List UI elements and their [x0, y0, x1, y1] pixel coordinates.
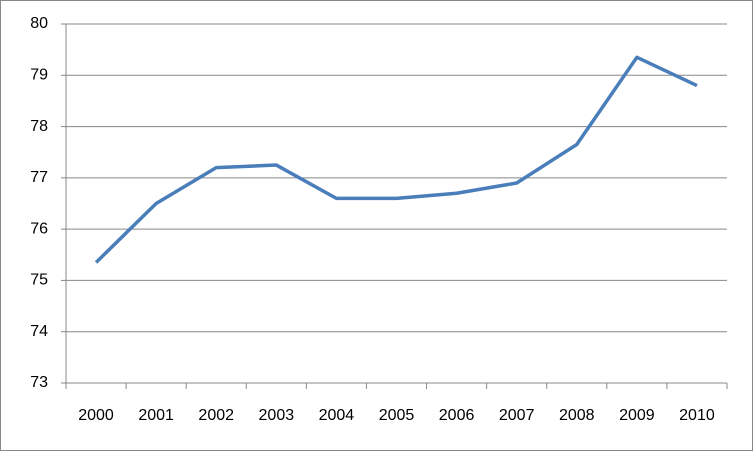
- y-tick-label: 74: [30, 323, 48, 340]
- x-tick-label: 2001: [138, 407, 174, 424]
- x-tick-label: 2008: [559, 407, 595, 424]
- x-tick-label: 2006: [439, 407, 475, 424]
- y-tick-label: 80: [30, 15, 48, 32]
- x-tick-label: 2003: [259, 407, 295, 424]
- y-tick-label: 75: [30, 272, 48, 289]
- y-tick-label: 73: [30, 374, 48, 391]
- x-tick-label: 2005: [379, 407, 415, 424]
- x-tick-label: 2004: [319, 407, 355, 424]
- y-tick-label: 76: [30, 220, 48, 237]
- x-tick-label: 2010: [679, 407, 715, 424]
- x-tick-label: 2009: [619, 407, 655, 424]
- x-tick-label: 2002: [198, 407, 234, 424]
- line-series: [94, 55, 698, 264]
- y-tick-label: 79: [30, 67, 48, 84]
- y-tick-label: 78: [30, 118, 48, 135]
- x-tick-label: 2000: [78, 407, 114, 424]
- y-tick-label: 77: [30, 169, 48, 186]
- x-tick-label: 2007: [499, 407, 535, 424]
